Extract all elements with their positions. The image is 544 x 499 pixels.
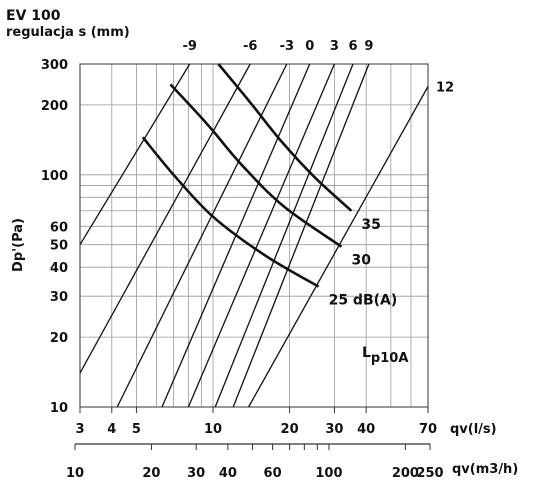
setting-line — [214, 63, 354, 408]
setting-label: 9 — [364, 39, 373, 54]
x-tick-label: 4 — [107, 422, 116, 437]
lp-label: Lp10A — [362, 345, 408, 366]
x2-axis-title: qv(m3/h) — [452, 462, 518, 477]
y-tick-label: 50 — [50, 239, 68, 254]
setting-lines — [79, 63, 429, 408]
x2-tick-label: 250 — [416, 466, 443, 481]
setting-line — [187, 63, 335, 408]
x2-tick-label: 200 — [392, 466, 419, 481]
noise-curve — [141, 136, 320, 288]
setting-label: 3 — [330, 39, 339, 54]
x2-tick-label: 10 — [66, 466, 84, 481]
x-tick-label: 70 — [419, 422, 437, 437]
setting-label: -6 — [243, 39, 257, 54]
y-tick-label: 200 — [41, 99, 68, 114]
chart-title: EV 100 — [6, 8, 61, 24]
noise-curve — [169, 83, 343, 248]
setting-line — [161, 63, 311, 408]
x-tick-label: 20 — [281, 422, 299, 437]
noise-curve-label: 30 — [352, 253, 372, 269]
x2-tick-label: 20 — [142, 466, 160, 481]
y-tick-label: 100 — [41, 169, 68, 184]
noise-curve — [217, 63, 353, 212]
setting-line — [248, 86, 429, 408]
setting-label: 12 — [436, 81, 454, 96]
noise-curves — [141, 63, 353, 288]
x-axis-title: qv(l/s) — [450, 422, 497, 437]
x-tick-label: 10 — [204, 422, 222, 437]
setting-line — [79, 63, 251, 374]
y-tick-label: 60 — [50, 220, 68, 235]
y-tick-label: 20 — [50, 331, 68, 346]
y-tick-label: 40 — [50, 261, 68, 276]
plot-frame — [74, 63, 431, 450]
x2-tick-label: 30 — [187, 466, 205, 481]
y-tick-label: 10 — [50, 401, 68, 416]
x-tick-label: 5 — [132, 422, 141, 437]
setting-line — [116, 63, 288, 408]
setting-label: -3 — [280, 39, 294, 54]
noise-curve-label: 25 dB(A) — [329, 293, 398, 309]
y-tick-label: 30 — [50, 290, 68, 305]
chart-subtitle: regulacja s (mm) — [6, 25, 130, 40]
lp-label-subscript: p10A — [371, 351, 408, 366]
x2-tick-label: 60 — [264, 466, 282, 481]
setting-line — [79, 63, 191, 246]
setting-line — [232, 63, 370, 408]
x2-tick-label: 100 — [315, 466, 342, 481]
noise-curve-label: 35 — [361, 217, 380, 233]
x-tick-label: 3 — [75, 422, 84, 437]
lp-label-main: L — [362, 345, 371, 361]
setting-label: -9 — [183, 39, 197, 54]
x2-tick-label: 40 — [219, 466, 237, 481]
plot-border — [79, 63, 429, 408]
setting-label: 6 — [348, 39, 357, 54]
x-tick-label: 40 — [357, 422, 375, 437]
y-tick-label: 300 — [41, 58, 68, 73]
y-axis-title: Dp'(Pa) — [11, 218, 26, 272]
x-tick-label: 30 — [325, 422, 343, 437]
setting-label: 0 — [305, 39, 314, 54]
